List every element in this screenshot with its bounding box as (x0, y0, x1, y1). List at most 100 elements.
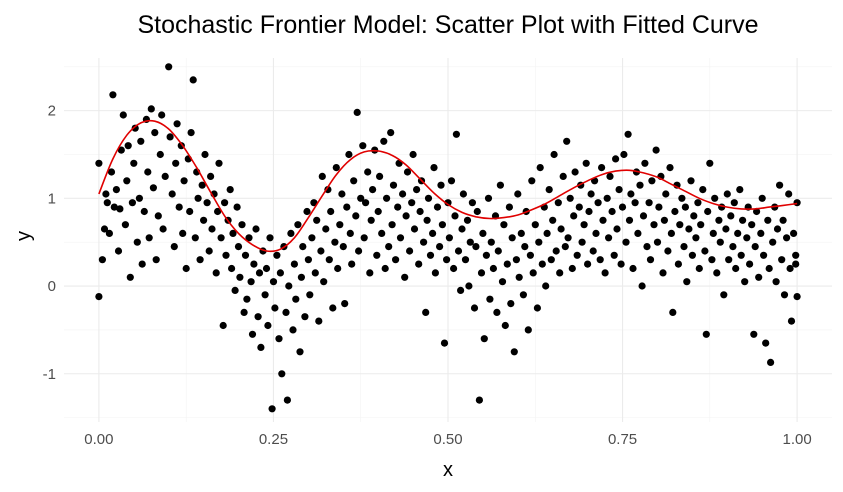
data-point (750, 330, 758, 338)
data-point (780, 291, 789, 299)
data-point (131, 124, 139, 132)
data-point (194, 194, 202, 202)
data-point (638, 282, 646, 290)
data-point (762, 339, 770, 347)
data-point (674, 260, 683, 268)
data-point (758, 194, 766, 202)
data-point (124, 142, 132, 150)
data-point (482, 251, 490, 259)
data-point (615, 186, 623, 194)
data-point (708, 256, 716, 264)
data-point (408, 199, 416, 207)
data-point (303, 207, 311, 216)
data-point (273, 251, 281, 259)
data-point (238, 221, 246, 229)
data-point (722, 225, 730, 233)
data-point (100, 225, 109, 233)
data-point (165, 63, 173, 71)
data-point (716, 238, 724, 246)
data-point (189, 76, 197, 84)
data-point (526, 251, 535, 259)
data-point (480, 335, 488, 343)
grid (64, 58, 832, 422)
data-point (355, 247, 363, 255)
data-point (748, 221, 756, 229)
data-point (156, 150, 164, 159)
data-point (103, 199, 111, 207)
data-point (587, 190, 595, 198)
data-point (255, 269, 264, 277)
data-point (538, 260, 546, 268)
data-point (334, 264, 342, 273)
data-point (240, 308, 248, 316)
data-point (536, 164, 544, 172)
data-point (135, 194, 143, 202)
data-point (457, 286, 465, 294)
data-point (282, 308, 290, 316)
x-tick-label: 1.00 (782, 431, 811, 448)
x-tick-label: 0.75 (608, 431, 637, 448)
data-point (149, 184, 157, 192)
data-point (180, 177, 188, 185)
data-point (336, 221, 344, 229)
data-point (473, 207, 481, 216)
data-point (507, 300, 515, 308)
data-point (112, 186, 120, 194)
data-point (459, 190, 467, 198)
data-point (107, 168, 116, 176)
data-point (692, 234, 700, 242)
data-point (121, 221, 129, 229)
data-point (231, 286, 239, 294)
data-point (702, 330, 710, 338)
data-point (436, 243, 444, 251)
data-point (109, 91, 117, 99)
data-point (451, 212, 459, 220)
data-point (687, 177, 695, 185)
data-point (423, 216, 431, 224)
data-point (671, 207, 679, 216)
data-point (764, 216, 772, 224)
data-point (643, 243, 651, 251)
data-point (144, 168, 152, 176)
data-point (452, 130, 460, 138)
data-point (383, 194, 391, 202)
data-point (443, 256, 451, 264)
data-point (420, 238, 428, 246)
data-point (304, 256, 312, 264)
data-point (564, 234, 572, 242)
data-point (271, 304, 279, 312)
data-point (245, 234, 253, 242)
data-point (578, 238, 586, 246)
data-point (413, 186, 421, 194)
data-point (396, 234, 405, 242)
data-point (444, 199, 452, 207)
x-tick-label: 0.00 (84, 431, 113, 448)
data-point (450, 264, 458, 273)
data-point (475, 396, 483, 404)
data-point (126, 273, 134, 281)
data-point (329, 304, 337, 312)
data-point (207, 172, 215, 180)
data-point (631, 199, 639, 207)
data-point (676, 221, 684, 229)
data-point (678, 194, 686, 202)
data-point (415, 260, 423, 268)
data-point (787, 317, 796, 325)
data-point (374, 207, 382, 216)
data-point (311, 269, 319, 277)
data-point (116, 205, 124, 213)
data-point (205, 247, 213, 255)
data-point (175, 203, 183, 211)
data-point (739, 216, 747, 224)
data-point (531, 221, 539, 229)
data-point (378, 229, 386, 237)
data-point (713, 269, 721, 277)
data-point (219, 321, 227, 330)
data-point (262, 264, 271, 273)
data-point (102, 190, 110, 198)
data-point (247, 278, 255, 286)
data-point (783, 234, 791, 242)
data-point (769, 238, 777, 246)
data-point (773, 225, 782, 233)
data-point (566, 194, 574, 202)
